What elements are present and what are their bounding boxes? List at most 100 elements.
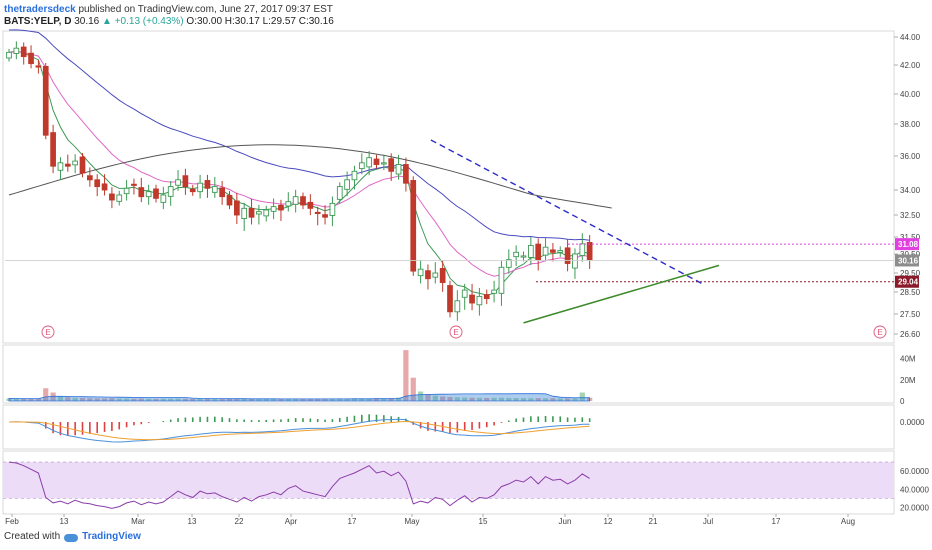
volume-bar (219, 398, 225, 401)
candle-body (336, 186, 343, 200)
volume-bar (124, 398, 130, 401)
volume-bar (72, 397, 78, 401)
volume-bar (212, 398, 218, 401)
price-tick-label: 28.50 (900, 288, 921, 297)
volume-bar (146, 398, 152, 401)
volume-bar (293, 398, 299, 401)
time-tick-label: 21 (649, 517, 658, 526)
candle-body (248, 207, 255, 218)
publisher-link[interactable]: thetradersdeck (4, 4, 76, 15)
price-change: +0.13 (+0.43%) (114, 16, 184, 27)
candle-body (197, 182, 203, 193)
volume-bar (153, 398, 159, 401)
candle-body (278, 204, 284, 211)
volume-bar (278, 398, 284, 401)
price-tick-label: 31.50 (900, 233, 921, 242)
volume-bar (94, 398, 100, 401)
tradingview-brand-link[interactable]: TradingView (82, 531, 141, 542)
resistance-badge-box (895, 238, 919, 251)
candle-body (42, 65, 49, 136)
up-arrow-icon: ▲ (102, 16, 112, 27)
price-tick-label: 29.50 (900, 269, 921, 278)
candle-body (322, 214, 328, 218)
volume-bar (131, 398, 137, 401)
volume-bar (373, 398, 380, 401)
time-tick-label: 13 (188, 517, 197, 526)
volume-bar (513, 398, 519, 401)
candle-body (226, 194, 233, 206)
volume-bar (300, 398, 306, 401)
rsi-line (8, 461, 590, 509)
volume-bar (557, 398, 563, 401)
footer: Created with TradingView (4, 531, 141, 542)
volume-bar (226, 398, 233, 401)
rsi-tick-label: 40.0000 (900, 485, 929, 494)
volume-bar (337, 398, 343, 401)
price-tick-label: 38.00 (900, 120, 921, 129)
candle-body (57, 162, 64, 171)
volume-bars (6, 350, 593, 402)
earnings-marker (873, 325, 887, 339)
price-tick-label: 34.00 (900, 186, 921, 195)
price-badges: 31.08 30.16 29.04 (895, 238, 919, 288)
candle-body (79, 156, 86, 174)
candle-body (550, 249, 556, 253)
volume-bar (50, 392, 56, 401)
symbol-label[interactable]: BATS:YELP, D (4, 16, 72, 27)
volume-bar (101, 398, 108, 401)
created-with-label: Created with (4, 531, 61, 542)
volume-bar (432, 395, 438, 401)
volume-bar (263, 398, 269, 401)
macd-line (8, 418, 590, 443)
volume-ma-area (8, 393, 591, 402)
volume-bar (344, 398, 350, 401)
candle-body (292, 196, 299, 205)
resistance-badge: 31.08 (898, 240, 919, 249)
volume-bar (565, 398, 571, 401)
macd-tick-label: 0.0000 (900, 418, 925, 427)
price-tick-label: 32.50 (900, 211, 921, 220)
candle-body (395, 164, 402, 175)
time-tick-label: Jul (703, 517, 713, 526)
time-axis: Feb 13 Mar 13 22 Apr 17 May 15 Jun 12 21 Jul 17 Aug (5, 514, 855, 526)
candle-body (160, 194, 167, 203)
candle-body (189, 188, 196, 193)
volume-bar (138, 398, 144, 401)
candle-body (153, 188, 159, 199)
volume-bar (410, 377, 416, 401)
candle-body (417, 268, 424, 277)
volume-bar (425, 394, 431, 401)
last-price: 30.16 (74, 16, 100, 27)
rsi-band (3, 462, 894, 499)
volume-bar (79, 398, 86, 401)
volume-bar (462, 397, 468, 401)
candle-body (344, 179, 350, 190)
candle-body (72, 160, 79, 166)
tradingview-logo-icon (64, 533, 79, 542)
earnings-marker-label: E (45, 328, 50, 337)
uptrend-line (523, 264, 720, 324)
volume-tick-label: 0 (900, 397, 905, 406)
last-price-badge-box (895, 254, 919, 267)
rsi-tick-label: 60.0000 (900, 467, 929, 476)
volume-bar (359, 398, 365, 401)
price-tick-label: 40.00 (900, 90, 921, 99)
volume-bar (403, 350, 409, 401)
time-tick-label: Aug (841, 517, 855, 526)
ema-fast-line (8, 50, 590, 296)
earnings-marker-label: E (877, 328, 882, 337)
candle-body (557, 250, 564, 253)
volume-bar (498, 397, 505, 401)
volume-bar (381, 398, 387, 401)
volume-bar (535, 398, 541, 401)
time-tick-label: Apr (285, 517, 298, 526)
candle-body (28, 52, 34, 65)
candle-body (123, 187, 130, 195)
candle-body (381, 162, 387, 165)
candle-body (101, 183, 108, 191)
candle-body (410, 180, 417, 272)
volume-bar (447, 396, 453, 401)
price-tick-label: 42.00 (900, 61, 921, 70)
